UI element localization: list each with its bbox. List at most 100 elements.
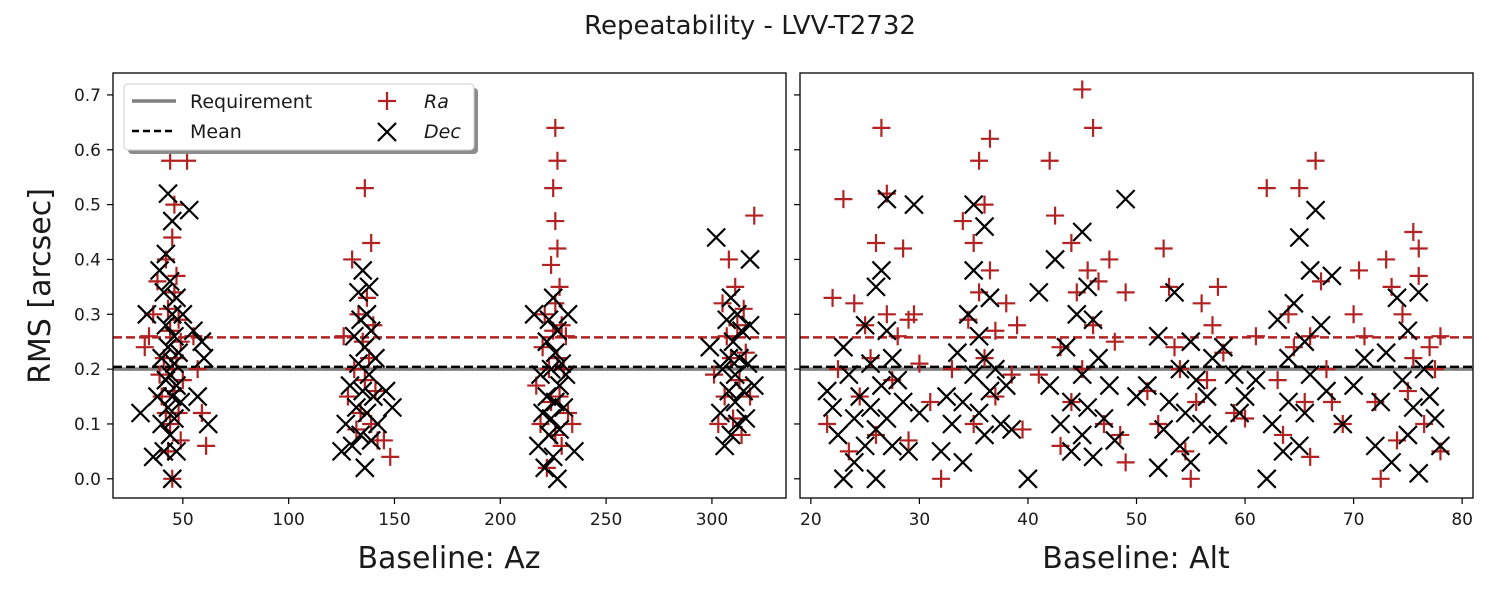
axes-frame-alt	[799, 72, 1474, 499]
ra-point	[349, 305, 368, 324]
dec-point	[833, 469, 854, 489]
dec-point	[1072, 425, 1093, 445]
ra-point	[1377, 250, 1396, 269]
dec-point	[980, 381, 1000, 401]
ra-point	[942, 360, 961, 379]
dec-point	[700, 337, 720, 357]
dec-point	[887, 370, 908, 390]
dec-point	[346, 397, 367, 418]
ra-point	[904, 305, 923, 324]
dec-point	[860, 397, 881, 418]
dec-point	[1235, 386, 1255, 407]
dec-point	[183, 320, 204, 341]
dec-point	[549, 419, 570, 440]
dec-point	[1419, 386, 1440, 407]
dec-point	[719, 381, 739, 401]
dec-point	[1159, 392, 1179, 412]
ra-point	[381, 447, 400, 466]
ra-point	[546, 212, 565, 231]
dec-point	[1180, 331, 1201, 352]
dec-point	[1148, 458, 1168, 478]
ra-point	[178, 151, 197, 170]
dec-point	[844, 408, 865, 429]
x-tick-label: 40	[1017, 510, 1039, 530]
dec-point	[342, 436, 362, 456]
dec-point	[1398, 320, 1418, 341]
ra-point	[1008, 316, 1027, 335]
dec-point	[1115, 189, 1136, 209]
dec-point	[166, 288, 187, 308]
dec-point	[363, 386, 384, 407]
dec-point	[871, 375, 892, 396]
dec-point	[556, 364, 576, 385]
dec-point	[974, 425, 995, 445]
dec-point	[828, 425, 848, 445]
dec-point	[166, 375, 187, 396]
dec-point	[882, 436, 903, 456]
dec-point	[543, 447, 563, 467]
ra-point	[1116, 453, 1135, 472]
plot-area-az	[113, 118, 786, 489]
dec-point	[348, 282, 369, 303]
dec-point	[558, 304, 578, 325]
dec-point	[160, 425, 180, 445]
dec-point	[1197, 386, 1217, 407]
dec-point	[721, 425, 741, 445]
ra-point	[975, 195, 994, 214]
dec-point	[361, 430, 381, 451]
dec-point	[991, 414, 1011, 434]
dec-point	[547, 469, 568, 489]
ra-point	[834, 190, 853, 209]
dec-point	[1083, 447, 1103, 467]
dec-point	[539, 425, 559, 445]
dec-point	[1300, 364, 1320, 385]
dec-point	[1370, 392, 1391, 412]
dec-point	[1403, 397, 1424, 418]
dec-point	[532, 403, 553, 423]
dec-point	[1170, 436, 1190, 456]
ra-point	[953, 212, 972, 231]
dec-point	[1354, 348, 1375, 368]
ra-point	[139, 327, 158, 346]
dec-point	[549, 375, 570, 396]
ra-point	[1154, 239, 1173, 258]
ra-point	[1181, 469, 1200, 488]
dec-point	[1294, 331, 1315, 352]
dec-point	[564, 441, 585, 462]
ra-point	[713, 294, 732, 313]
dec-point	[1083, 309, 1103, 330]
dec-point	[130, 403, 151, 423]
dec-point	[931, 441, 951, 462]
ra-point	[188, 360, 207, 379]
dec-point	[736, 408, 756, 429]
ra-point	[1344, 305, 1363, 324]
dec-point	[710, 403, 731, 423]
ra-point	[1355, 327, 1374, 346]
dec-point	[1061, 392, 1082, 412]
dec-point	[996, 375, 1017, 396]
y-tick-label: 0.2	[74, 360, 101, 380]
ra-point	[353, 332, 372, 351]
dec-point	[545, 342, 566, 363]
y-tick-label: 0.0	[74, 470, 101, 490]
dec-point	[727, 414, 748, 434]
dec-point	[958, 304, 979, 325]
ra-point	[362, 234, 381, 252]
dec-point	[350, 425, 371, 445]
y-tick-label: 0.1	[74, 415, 101, 435]
dec-point	[1365, 436, 1386, 456]
dec-point	[855, 436, 875, 456]
dec-point	[980, 288, 1000, 308]
ra-point	[921, 393, 940, 412]
dec-point	[1170, 359, 1190, 379]
dec-point	[714, 436, 735, 456]
dec-point	[1273, 441, 1293, 462]
dec-point	[1316, 381, 1337, 401]
dec-point	[534, 458, 555, 478]
ra-point	[554, 360, 573, 379]
ra-point	[1404, 223, 1423, 242]
ra-point	[1040, 151, 1059, 170]
dec-point	[898, 441, 919, 462]
dec-point	[969, 403, 989, 423]
ra-point	[1393, 305, 1412, 324]
